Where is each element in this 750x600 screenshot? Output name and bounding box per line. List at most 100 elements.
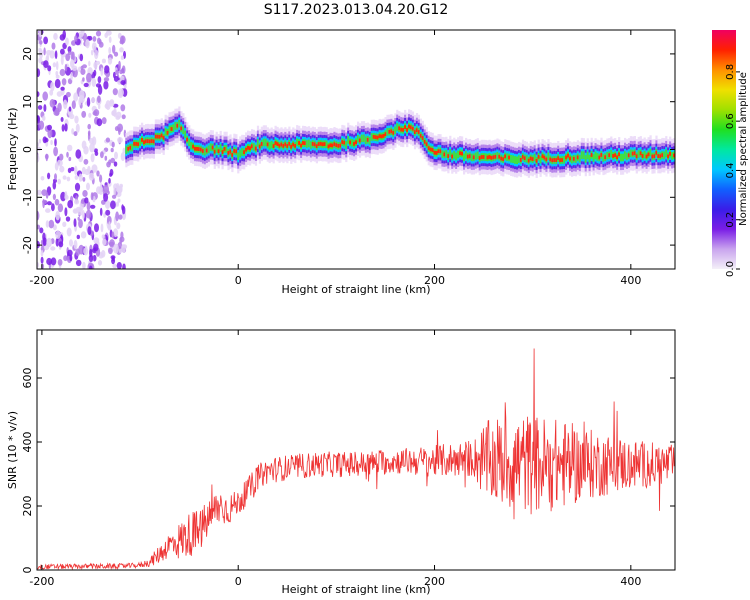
noise-blob (93, 243, 99, 252)
noise-blob (38, 47, 42, 53)
noise-blob (60, 55, 64, 66)
ridge-cell (400, 127, 403, 132)
ridge-cell (292, 142, 295, 147)
ridge-cell (498, 154, 501, 159)
ridge-cell (518, 155, 521, 163)
spectrogram-y-axis-label: Frequency (Hz) (6, 108, 19, 191)
ridge-cell (170, 127, 173, 131)
ridge-cell (166, 130, 169, 135)
noise-blob (60, 48, 65, 55)
ridge-cell (325, 140, 328, 149)
ridge-cell (427, 146, 430, 150)
noise-blob (116, 201, 120, 207)
noise-blob (109, 100, 115, 107)
ridge-cell (258, 144, 261, 149)
noise-blob (91, 42, 97, 51)
noise-blob (43, 104, 47, 112)
noise-blob (57, 159, 63, 167)
noise-blob (74, 35, 78, 42)
spectrogram-x-ticks: -200 0 200 400 (29, 30, 641, 287)
ridge-cell (488, 155, 491, 159)
ridge-cell (156, 134, 159, 139)
noise-blob (38, 120, 45, 130)
noise-blob (118, 127, 121, 135)
noise-blob (61, 78, 67, 86)
ridge-cell (160, 133, 163, 138)
noise-blob (54, 78, 61, 89)
ridge-cell (482, 155, 485, 159)
ridge-cell (502, 157, 505, 162)
ridge-cell (309, 141, 313, 149)
noise-blob (111, 141, 115, 148)
noise-blob (91, 77, 97, 87)
ridge-cell (451, 154, 454, 159)
noise-blob (43, 47, 46, 56)
x-tick-label: 0 (235, 575, 242, 588)
noise-blob (73, 92, 79, 102)
ridge-cell (349, 140, 352, 145)
ridge-cell (586, 151, 589, 160)
spectrogram-x-axis-label: Height of straight line (km) (281, 283, 430, 296)
noise-blob (117, 198, 121, 203)
noise-blob (64, 63, 68, 72)
ridge-cell (594, 151, 597, 160)
ridge-cell (152, 139, 155, 144)
ridge-cell (270, 140, 273, 149)
colorbar-tick-label: 0.2 (725, 212, 736, 228)
noise-blob (109, 239, 115, 248)
noise-blob (120, 152, 126, 162)
noise-blob (57, 259, 63, 266)
noise-blob (90, 49, 94, 56)
noise-blob (87, 123, 91, 130)
noise-blob (37, 189, 42, 196)
noise-blob (108, 247, 113, 255)
ridge-cell (622, 153, 625, 162)
ridge-cell (598, 155, 601, 160)
ridge-cell (158, 134, 161, 139)
ridge-cell (335, 143, 338, 147)
ridge-cell (298, 141, 301, 145)
noise-blob (103, 212, 106, 218)
snr-x-axis-label: Height of straight line (km) (281, 583, 430, 596)
ridge-cell (239, 149, 242, 158)
ridge-cell (345, 141, 348, 149)
ridge-cell (631, 151, 634, 156)
ridge-cell (386, 128, 389, 136)
ridge-cell (323, 142, 326, 146)
ridge-cell (133, 141, 136, 146)
noise-blob (113, 161, 118, 167)
noise-blob (82, 190, 88, 197)
noise-blob (97, 260, 103, 266)
noise-blob (68, 156, 72, 162)
noise-blob (92, 36, 97, 42)
ridge-cell (478, 156, 481, 160)
noise-blob (94, 223, 99, 233)
ridge-cell (337, 144, 340, 148)
colorbar-tick-label: 0.6 (725, 113, 736, 129)
ridge-cell (178, 119, 181, 128)
ridge-cell (398, 126, 401, 131)
y-tick-label: -20 (21, 236, 34, 254)
ridge-cell (661, 153, 664, 157)
noise-blob (113, 71, 116, 79)
ridge-cell (588, 154, 591, 163)
ridge-cell (260, 142, 263, 146)
ridge-cell (300, 143, 303, 148)
noise-blob (94, 151, 99, 157)
noise-blob (70, 167, 75, 172)
noise-blob (106, 215, 112, 225)
ridge-cell (655, 150, 658, 155)
ridge-cell (290, 144, 293, 149)
ridge-cell (241, 148, 244, 156)
noise-blob (96, 118, 103, 127)
noise-blob (86, 72, 92, 83)
noise-blob (81, 110, 87, 118)
noise-blob (87, 165, 91, 173)
noise-blob (73, 218, 77, 228)
ridge-cell (472, 155, 475, 160)
ridge-cell (194, 146, 197, 151)
noise-blob (51, 42, 56, 50)
noise-blob (47, 124, 52, 131)
ridge-cell (435, 151, 438, 155)
ridge-cell (565, 155, 568, 160)
